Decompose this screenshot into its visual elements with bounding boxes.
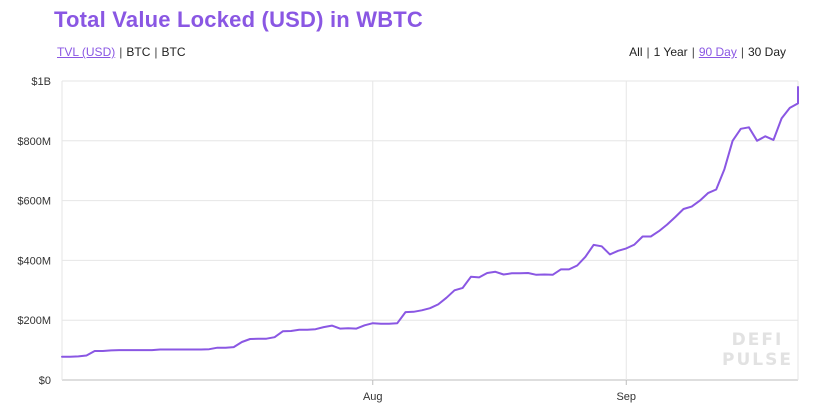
- tab-separator: |: [740, 45, 744, 59]
- watermark-line-2: PULSE: [722, 350, 793, 370]
- range-tabs: All | 1 Year | 90 Day | 30 Day: [629, 45, 786, 59]
- tab-separator: |: [691, 45, 695, 59]
- tab-separator: |: [646, 45, 650, 59]
- tab-tvl-usd[interactable]: TVL (USD): [57, 45, 116, 59]
- tab-btc-2[interactable]: BTC: [161, 45, 186, 59]
- y-tick-label: $400M: [17, 255, 51, 267]
- chart-title: Total Value Locked (USD) in WBTC: [54, 7, 424, 32]
- x-tick-label: Sep: [616, 391, 636, 403]
- y-tick-label: $1B: [31, 76, 51, 88]
- defi-pulse-watermark: DEFI PULSE: [722, 330, 793, 370]
- tab-range-30-day[interactable]: 30 Day: [747, 45, 786, 59]
- series-line: [61, 86, 799, 358]
- tab-range-1-year[interactable]: 1 Year: [653, 45, 688, 59]
- y-tick-label: $800M: [17, 136, 51, 148]
- x-tick-label: Aug: [363, 391, 383, 403]
- tab-range-90-day[interactable]: 90 Day: [698, 45, 737, 59]
- tab-range-all[interactable]: All: [629, 45, 643, 59]
- y-tick-label: $0: [39, 375, 51, 387]
- metric-tabs: TVL (USD) | BTC | BTC: [57, 45, 185, 59]
- watermark-line-1: DEFI: [731, 330, 784, 350]
- y-tick-label: $200M: [17, 315, 51, 327]
- tab-separator: |: [119, 45, 123, 59]
- tab-separator: |: [154, 45, 158, 59]
- tab-btc[interactable]: BTC: [126, 45, 151, 59]
- y-tick-label: $600M: [17, 196, 51, 208]
